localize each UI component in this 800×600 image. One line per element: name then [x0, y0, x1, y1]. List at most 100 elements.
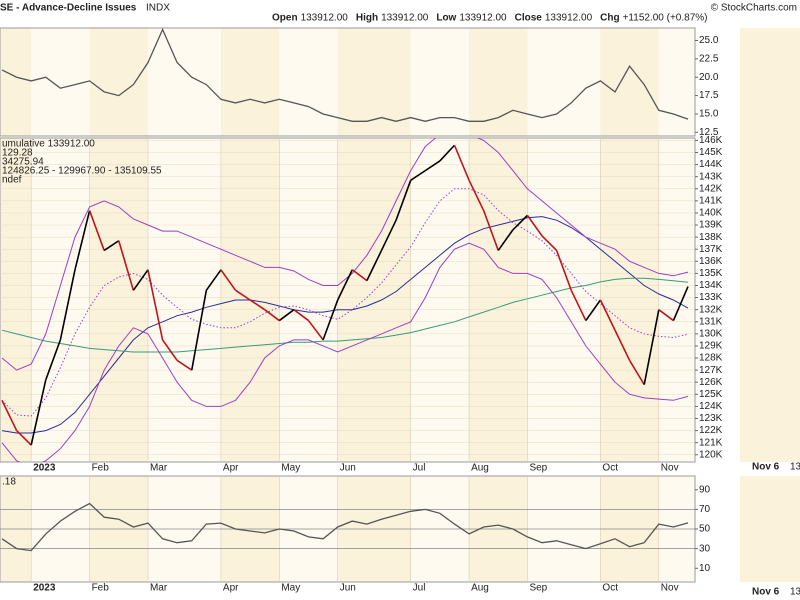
x-tick-label: Mar: [150, 583, 168, 594]
side-panel: [740, 28, 800, 462]
x-tick-label: 2023: [33, 583, 56, 594]
legend-entry: 129.28: [2, 148, 33, 159]
band-lower: [1, 242, 689, 462]
y-tick-label: 20.0: [699, 72, 719, 83]
ohlc-value: 133912.00: [459, 13, 507, 24]
side-label: Nov 6: [752, 462, 780, 473]
y-tick-label: 124K: [699, 401, 723, 412]
y-tick-label: 22.5: [699, 53, 719, 64]
price-segment: [278, 309, 295, 322]
legend-entry: umulative 133912.00: [2, 139, 95, 150]
price-segment: [74, 210, 91, 270]
x-tick-label: Feb: [92, 463, 110, 474]
y-tick-label: 123K: [699, 413, 723, 424]
price-segment: [555, 250, 572, 291]
price-segment: [424, 160, 441, 172]
y-tick-label: 122K: [699, 425, 723, 436]
x-tick-label: Feb: [92, 583, 110, 594]
side-label: 13: [790, 462, 800, 473]
line: [1, 28, 689, 122]
x-tick-label: Jul: [413, 463, 426, 474]
price-segment: [658, 309, 674, 322]
price-segment: [59, 269, 76, 341]
y-tick-label: 130K: [699, 328, 723, 339]
price-segment: [497, 229, 514, 251]
month-band: [658, 28, 695, 136]
y-tick-label: 144K: [699, 159, 723, 170]
ohlc-value: 133912.00: [301, 13, 349, 24]
y-tick-label: 145K: [699, 147, 723, 158]
y-tick-label: 15.0: [699, 109, 719, 120]
y-tick-label: 139K: [699, 220, 723, 231]
x-tick-label: Oct: [602, 463, 618, 474]
y-tick-label: 138K: [699, 232, 723, 243]
month-band: [0, 28, 32, 136]
month-band: [469, 28, 528, 136]
line: [1, 188, 689, 417]
band-upper: [1, 138, 689, 371]
price-segment: [176, 359, 193, 371]
price-segment: [614, 329, 631, 361]
month-band: [410, 138, 470, 462]
price-segment: [88, 210, 105, 251]
side-label: 13: [790, 587, 800, 598]
y-tick-label: 120K: [699, 449, 723, 460]
y-tick-label: 142K: [699, 183, 723, 194]
month-band: [337, 138, 411, 462]
month-band: [279, 28, 338, 136]
price-segment: [366, 250, 383, 282]
month-band: [600, 28, 659, 136]
month-band: [31, 28, 90, 136]
y-tick-label: 30: [699, 543, 711, 554]
x-tick-label: Jul: [413, 583, 426, 594]
y-tick-label: 134K: [699, 280, 723, 291]
price-segment: [526, 214, 543, 237]
side-panel: [740, 476, 800, 582]
legend-entry: ndef: [2, 175, 22, 186]
y-tick-label: 137K: [699, 244, 723, 255]
ohlc-value: +1152.00 (+0.87%): [623, 13, 708, 24]
price-segment: [395, 180, 412, 221]
ohlc-value: 133912.00: [545, 13, 593, 24]
y-tick-label: 133K: [699, 292, 723, 303]
price-segment: [643, 309, 660, 385]
price-segment: [30, 379, 47, 446]
price-segment: [1, 399, 18, 431]
month-band: [279, 138, 338, 462]
x-tick-label: Jun: [340, 583, 356, 594]
month-band: [89, 138, 148, 462]
y-tick-label: 131K: [699, 316, 723, 327]
x-tick-label: May: [281, 463, 300, 474]
y-tick-label: 90: [699, 484, 711, 495]
panel-border: [0, 27, 696, 137]
y-tick-label: 12.5: [699, 127, 719, 138]
y-tick-label: 125K: [699, 389, 723, 400]
month-band: [220, 28, 280, 136]
ohlc-label: Low: [436, 13, 456, 24]
credit: © StockCharts.com: [711, 3, 797, 14]
price-segment: [482, 210, 500, 251]
x-tick-label: Oct: [602, 583, 618, 594]
price-segment: [512, 214, 529, 231]
y-tick-label: 50: [699, 524, 711, 535]
price-segment: [599, 299, 616, 331]
price-segment: [336, 269, 354, 301]
month-band: [600, 138, 659, 462]
price-segment: [264, 309, 280, 322]
x-tick-label: May: [281, 583, 300, 594]
y-tick-label: 143K: [699, 171, 723, 182]
x-tick-label: Aug: [471, 463, 489, 474]
backgrounds: [0, 28, 695, 582]
x-tick-label: Sep: [529, 463, 547, 474]
chart-title: SE - Advance-Decline Issues: [0, 3, 137, 14]
x-tick-label: Aug: [471, 583, 489, 594]
month-band: [31, 138, 90, 462]
ohlc-label: Close: [515, 13, 543, 24]
price-segment: [190, 290, 208, 371]
price-segment: [439, 144, 456, 162]
panel-border: [0, 137, 696, 463]
price-segment: [672, 286, 689, 321]
price-segment: [410, 169, 426, 181]
legend-entry: .18: [2, 477, 16, 488]
